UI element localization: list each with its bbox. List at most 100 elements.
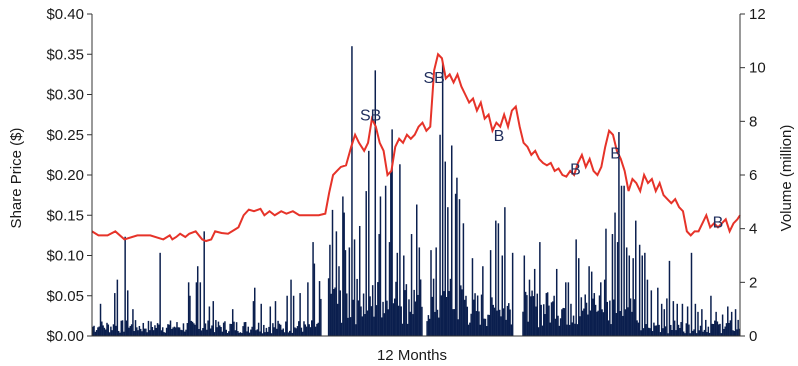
volume-bar <box>449 278 452 336</box>
volume-bar <box>471 258 474 336</box>
volume-bar <box>370 306 373 336</box>
volume-bar <box>273 327 275 336</box>
volume-bar <box>290 279 292 336</box>
volume-bar <box>532 296 535 336</box>
volume-bar <box>408 299 410 336</box>
volume-bar <box>670 324 672 336</box>
volume-bar <box>680 322 682 336</box>
volume-bar <box>373 316 375 336</box>
volume-bar <box>434 311 436 336</box>
volume-bar <box>563 308 566 336</box>
volume-bar <box>116 279 119 336</box>
volume-bar <box>168 324 170 336</box>
volume-bar <box>285 321 287 336</box>
volume-bar <box>493 307 496 336</box>
volume-bar <box>283 332 286 336</box>
volume-bar <box>572 315 575 336</box>
volume-bar <box>535 306 537 336</box>
y-right-tick-label: 4 <box>749 221 757 238</box>
volume-bar <box>567 282 570 336</box>
volume-bar <box>304 324 307 336</box>
volume-bar <box>703 329 706 336</box>
volume-bar <box>506 305 509 336</box>
volume-bar <box>202 328 204 336</box>
volume-bar <box>609 300 611 336</box>
volume-bar <box>605 228 607 336</box>
volume-bar <box>225 329 227 336</box>
volume-bar <box>335 231 338 336</box>
volume-bar <box>182 323 185 336</box>
volume-bar <box>357 300 360 336</box>
volume-bar <box>466 306 469 336</box>
volume-bar <box>176 322 178 336</box>
volume-bar <box>413 289 415 336</box>
volume-bar <box>559 318 562 336</box>
volume-bar <box>392 303 395 336</box>
volume-bar <box>460 285 462 336</box>
volume-bar <box>246 331 248 336</box>
volume-bar <box>614 212 616 336</box>
volume-bar <box>462 223 465 336</box>
volume-bar <box>452 309 454 336</box>
volume-bar <box>496 310 498 336</box>
volume-bar <box>470 313 472 336</box>
y-left-tick-label: $0.40 <box>46 6 84 23</box>
volume-bar <box>178 327 181 336</box>
volume-bar <box>598 295 601 336</box>
volume-bar <box>295 328 297 336</box>
volume-bar <box>149 330 151 336</box>
volume-bar <box>414 301 417 336</box>
volume-bar <box>251 326 253 336</box>
volume-bar <box>504 207 506 336</box>
volume-bar <box>130 324 133 336</box>
volume-bar <box>527 321 529 336</box>
volume-bar <box>498 309 501 336</box>
volume-bar <box>602 312 605 336</box>
volume-bar <box>448 291 450 336</box>
volume-bar <box>686 306 689 336</box>
volume-bar <box>207 320 209 336</box>
volume-bar <box>256 329 259 336</box>
volume-bar <box>635 220 637 336</box>
volume-bar <box>719 323 721 336</box>
volume-bar <box>204 323 207 336</box>
volume-bar <box>272 323 274 336</box>
volume-bar <box>159 252 161 336</box>
volume-bar <box>193 323 195 336</box>
volume-bar <box>435 247 437 336</box>
volume-bar <box>651 331 654 336</box>
volume-bar <box>588 266 590 336</box>
volume-bar <box>566 324 568 336</box>
volume-bar <box>555 268 558 336</box>
volume-bar <box>219 325 221 336</box>
volume-bar <box>106 322 108 336</box>
volume-bar <box>712 324 715 336</box>
volume-bar <box>632 258 634 336</box>
y-right-tick-label: 10 <box>749 60 766 77</box>
volume-bar <box>97 327 99 336</box>
volume-bar <box>723 328 725 336</box>
trade-annotation: B <box>570 162 581 179</box>
volume-bar <box>578 258 580 336</box>
volume-bar <box>331 209 334 336</box>
volume-bar <box>384 185 387 336</box>
volume-bar <box>257 322 260 336</box>
volume-bar <box>281 329 283 336</box>
volume-bar <box>387 309 389 336</box>
y-left-tick-label: $0.05 <box>46 288 84 305</box>
volume-bar <box>720 333 723 336</box>
volume-bar <box>715 311 717 336</box>
volume-bar <box>311 320 313 336</box>
volume-bar <box>263 324 265 336</box>
volume-bar <box>158 324 160 336</box>
volume-bar <box>241 333 243 336</box>
y-left-tick-label: $0.30 <box>46 87 84 104</box>
volume-bar <box>291 332 294 336</box>
volume-bar <box>177 327 180 336</box>
volume-bar <box>711 323 713 336</box>
volume-bar <box>633 299 636 336</box>
volume-bar <box>212 301 215 336</box>
volume-bar <box>447 207 449 336</box>
volume-bar <box>288 330 291 336</box>
volume-bar <box>474 293 476 336</box>
